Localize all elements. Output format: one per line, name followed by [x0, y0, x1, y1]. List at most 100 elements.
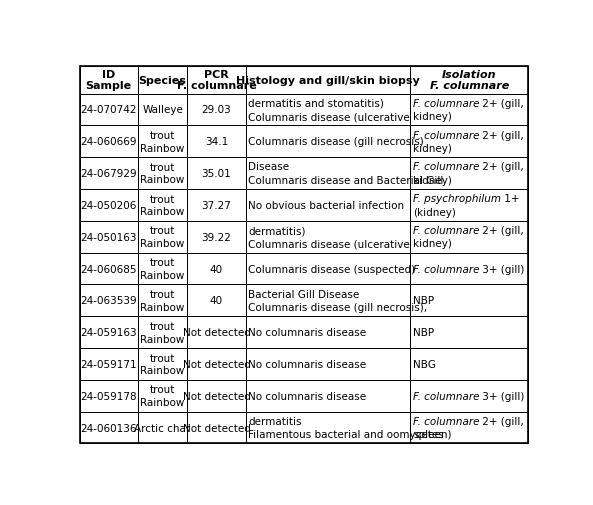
Bar	[410, 348, 528, 380]
Text: F. columnare: F. columnare	[413, 416, 480, 426]
Text: Filamentous bacterial and oomycetes: Filamentous bacterial and oomycetes	[248, 429, 444, 439]
Text: Rainbow: Rainbow	[141, 366, 185, 376]
Text: Rainbow: Rainbow	[141, 334, 185, 344]
Bar	[79, 412, 138, 443]
Text: trout: trout	[150, 289, 176, 299]
Bar	[187, 317, 246, 348]
Text: 39.22: 39.22	[202, 232, 231, 242]
Bar	[138, 67, 187, 94]
Text: 24-060669: 24-060669	[81, 137, 137, 147]
Text: 29.03: 29.03	[202, 105, 231, 115]
Bar	[79, 221, 138, 253]
Bar	[138, 189, 187, 221]
Bar	[187, 221, 246, 253]
Text: 2+ (gill,: 2+ (gill,	[480, 130, 524, 140]
Text: F. psychrophilum: F. psychrophilum	[413, 194, 501, 204]
Bar	[246, 412, 410, 443]
Text: ID: ID	[102, 70, 116, 80]
Text: Columnaris disease (gill necrosis),: Columnaris disease (gill necrosis),	[248, 302, 428, 313]
Text: Not detected: Not detected	[183, 391, 250, 401]
Bar	[246, 94, 410, 126]
Text: F. columnare: F. columnare	[413, 226, 480, 235]
Text: Columnaris disease (ulcerative: Columnaris disease (ulcerative	[248, 112, 410, 122]
Text: Walleye: Walleye	[142, 105, 183, 115]
Bar	[79, 189, 138, 221]
Text: 2+ (gill,: 2+ (gill,	[480, 98, 524, 109]
Bar	[410, 189, 528, 221]
Text: dermatitis and stomatitis): dermatitis and stomatitis)	[248, 98, 384, 109]
Bar	[79, 317, 138, 348]
Text: NBG: NBG	[413, 359, 436, 369]
Text: 24-060685: 24-060685	[81, 264, 137, 274]
Text: 3+ (gill): 3+ (gill)	[480, 391, 525, 401]
Text: Rainbow: Rainbow	[141, 270, 185, 280]
Text: kidney): kidney)	[413, 175, 452, 185]
Text: No columnaris disease: No columnaris disease	[248, 359, 366, 369]
Text: spleen): spleen)	[413, 429, 451, 439]
Text: Disease: Disease	[248, 162, 289, 172]
Bar	[138, 221, 187, 253]
Text: dermatitis: dermatitis	[248, 416, 302, 426]
Text: F. columnare: F. columnare	[413, 162, 480, 172]
Bar	[246, 221, 410, 253]
Text: trout: trout	[150, 226, 176, 236]
Bar	[187, 380, 246, 412]
Text: PCR: PCR	[204, 70, 229, 80]
Bar	[187, 94, 246, 126]
Bar	[410, 380, 528, 412]
Text: Rainbow: Rainbow	[141, 238, 185, 248]
Bar	[79, 126, 138, 158]
Text: F. columnare: F. columnare	[413, 98, 480, 109]
Bar	[79, 348, 138, 380]
Bar	[246, 317, 410, 348]
Text: 37.27: 37.27	[202, 200, 231, 211]
Bar	[187, 67, 246, 94]
Text: trout: trout	[150, 163, 176, 172]
Text: Species: Species	[139, 75, 187, 85]
Bar	[246, 253, 410, 285]
Text: F. columnare: F. columnare	[429, 81, 509, 91]
Text: F. columnare: F. columnare	[177, 81, 256, 91]
Bar	[138, 126, 187, 158]
Bar	[410, 221, 528, 253]
Text: Rainbow: Rainbow	[141, 143, 185, 154]
Text: 24-063539: 24-063539	[81, 296, 137, 306]
Text: kidney): kidney)	[413, 112, 452, 122]
Text: 24-059163: 24-059163	[81, 328, 137, 337]
Text: NBP: NBP	[413, 296, 434, 306]
Text: kidney): kidney)	[413, 144, 452, 154]
Text: Not detected: Not detected	[183, 423, 250, 433]
Bar	[246, 126, 410, 158]
Text: F. columnare: F. columnare	[413, 264, 480, 274]
Text: trout: trout	[150, 131, 176, 140]
Text: trout: trout	[150, 258, 176, 268]
Bar	[187, 189, 246, 221]
Text: trout: trout	[150, 194, 176, 204]
Text: trout: trout	[150, 321, 176, 331]
Text: NBP: NBP	[413, 328, 434, 337]
Bar	[410, 317, 528, 348]
Bar	[246, 189, 410, 221]
Bar	[410, 126, 528, 158]
Text: 2+ (gill,: 2+ (gill,	[480, 416, 524, 426]
Bar	[79, 253, 138, 285]
Bar	[246, 380, 410, 412]
Text: Columnaris disease (gill necrosis): Columnaris disease (gill necrosis)	[248, 137, 424, 147]
Text: Not detected: Not detected	[183, 328, 250, 337]
Bar	[246, 67, 410, 94]
Text: (kidney): (kidney)	[413, 207, 456, 217]
Text: Isolation: Isolation	[442, 70, 496, 80]
Bar	[138, 317, 187, 348]
Bar	[138, 253, 187, 285]
Bar	[79, 94, 138, 126]
Bar	[187, 285, 246, 317]
Text: 24-070742: 24-070742	[81, 105, 137, 115]
Text: Rainbow: Rainbow	[141, 302, 185, 312]
Bar	[79, 158, 138, 189]
Bar	[138, 380, 187, 412]
Text: 40: 40	[210, 296, 223, 306]
Text: Rainbow: Rainbow	[141, 397, 185, 408]
Text: dermatitis): dermatitis)	[248, 226, 306, 235]
Text: 40: 40	[210, 264, 223, 274]
Text: 24-059178: 24-059178	[81, 391, 137, 401]
